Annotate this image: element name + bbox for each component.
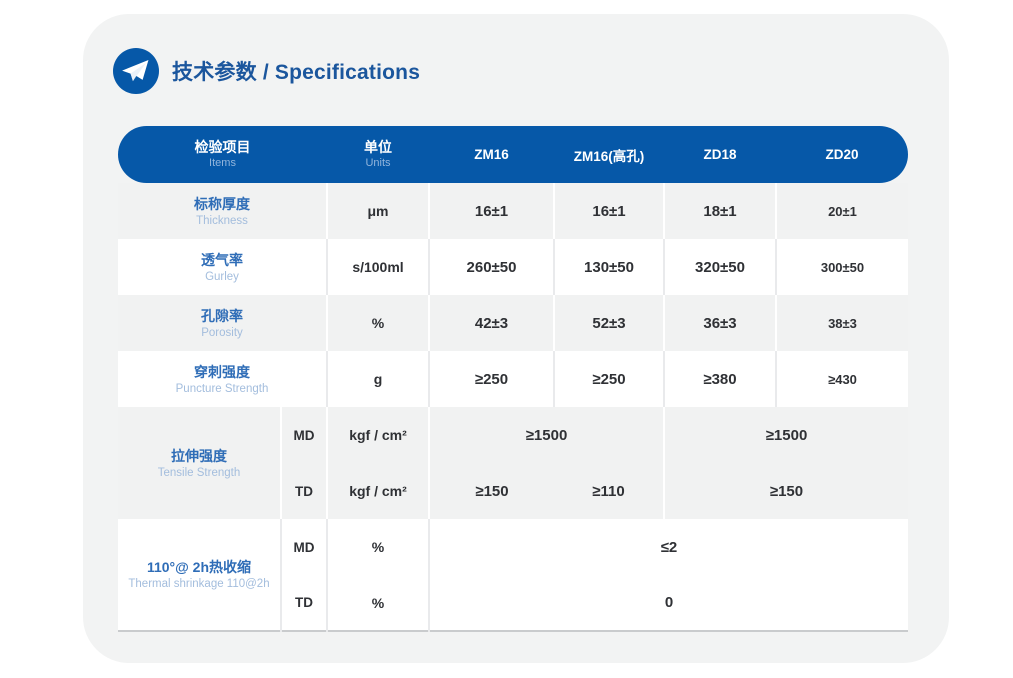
paper-plane-icon (113, 48, 159, 94)
value-cell: ≥1500 (428, 407, 664, 463)
unit-cell: % (326, 295, 429, 351)
value-cell: 16±1 (428, 183, 554, 239)
column-header-items: 检验项目 Items (194, 139, 251, 169)
value-cell: ≥1500 (663, 407, 908, 463)
direction-cell: MD (280, 519, 327, 575)
row-porosity: 孔隙率 Porosity % 42±3 52±3 36±3 38±3 (118, 295, 908, 351)
row-label: 拉伸强度 Tensile Strength (157, 447, 241, 479)
value-cell: 42±3 (428, 295, 554, 351)
specifications-card: 技术参数 / Specifications 检验项目 Items 单位 Unit… (83, 14, 949, 663)
row-tensile-md: 拉伸强度 Tensile Strength MD kgf / cm² ≥1500… (118, 407, 908, 479)
unit-cell: s/100ml (326, 239, 429, 295)
column-header-zm16: ZM16 (474, 147, 509, 162)
value-cell: 0 (428, 575, 908, 631)
column-header-units: 单位 Units (364, 139, 392, 169)
value-cell: ≥250 (428, 351, 554, 407)
row-label: 标称厚度 Thickness (194, 195, 250, 227)
value-cell: 300±50 (775, 239, 908, 295)
row-shrinkage-md: 110°@ 2h热收缩 Thermal shrinkage 110@2h MD … (118, 519, 908, 590)
value-cell: ≥430 (775, 351, 908, 407)
row-label: 孔隙率 Porosity (201, 307, 243, 339)
column-header-zd20: ZD20 (825, 147, 859, 162)
unit-cell: kgf / cm² (326, 407, 429, 463)
unit-cell: μm (326, 183, 429, 239)
value-cell: ≥150 (428, 463, 554, 519)
direction-cell: MD (280, 407, 327, 463)
table-body: 标称厚度 Thickness μm 16±1 16±1 18±1 20±1 透气… (118, 183, 908, 632)
value-cell: 52±3 (553, 295, 664, 351)
direction-cell: TD (280, 463, 327, 519)
value-cell: 36±3 (663, 295, 776, 351)
value-cell: ≥110 (592, 482, 625, 500)
specifications-table: 检验项目 Items 单位 Units ZM16 ZM16(高孔) ZD18 Z… (118, 126, 908, 632)
unit-cell: % (326, 519, 429, 575)
value-cell: 130±50 (553, 239, 664, 295)
unit-cell: kgf / cm² (326, 463, 429, 519)
row-thickness: 标称厚度 Thickness μm 16±1 16±1 18±1 20±1 (118, 183, 908, 239)
value-cell: ≥150 (663, 463, 908, 519)
section-header: 技术参数 / Specifications (113, 48, 420, 94)
row-puncture-strength: 穿刺强度 Puncture Strength g ≥250 ≥250 ≥380 … (118, 351, 908, 407)
value-cell: 320±50 (663, 239, 776, 295)
direction-cell: TD (280, 575, 327, 631)
value-cell: 20±1 (775, 183, 908, 239)
row-label: 透气率 Gurley (201, 251, 243, 283)
row-gurley: 透气率 Gurley s/100ml 260±50 130±50 320±50 … (118, 239, 908, 295)
page-title: 技术参数 / Specifications (172, 61, 421, 84)
row-label: 110°@ 2h热收缩 Thermal shrinkage 110@2h (128, 559, 270, 590)
value-cell: 16±1 (553, 183, 664, 239)
value-cell: 38±3 (775, 295, 908, 351)
value-cell: 18±1 (663, 183, 776, 239)
column-header-zm16-gk: ZM16(高孔) (573, 148, 645, 164)
value-cell: 260±50 (428, 239, 554, 295)
value-cell: ≥250 (553, 351, 664, 407)
column-header-zd18: ZD18 (703, 147, 737, 162)
unit-cell: % (326, 575, 429, 631)
table-header-row: 检验项目 Items 单位 Units ZM16 ZM16(高孔) ZD18 Z… (118, 126, 908, 183)
row-label: 穿刺强度 Puncture Strength (175, 363, 269, 395)
value-cell: ≤2 (428, 519, 908, 575)
unit-cell: g (326, 351, 429, 407)
value-cell: ≥380 (663, 351, 776, 407)
